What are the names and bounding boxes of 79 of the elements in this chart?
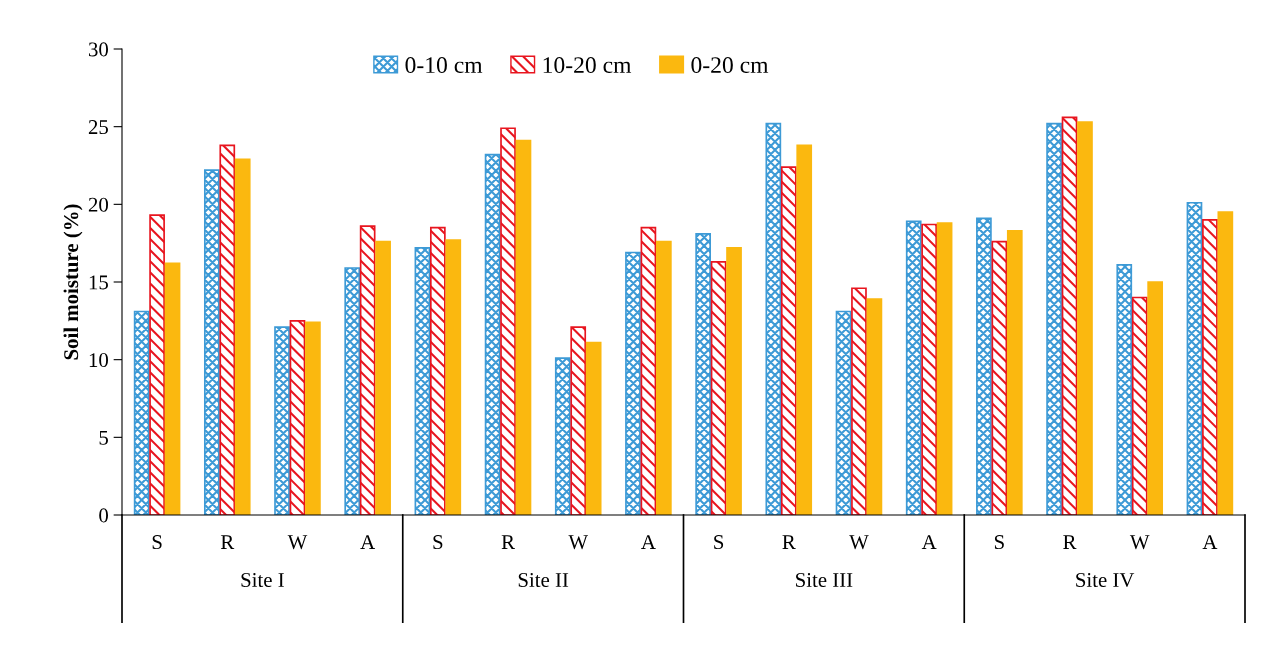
legend-label: 0-10 cm [405, 57, 483, 74]
bar [164, 262, 181, 515]
x-tick-label: A [641, 535, 656, 549]
bar [780, 166, 797, 515]
bar [274, 326, 290, 515]
text: Site I [241, 573, 284, 588]
bar [866, 298, 883, 515]
bar [1116, 264, 1133, 515]
x-tick-label: S [433, 535, 443, 550]
bar [976, 217, 992, 515]
y-tick-label: 20 [88, 197, 109, 212]
x-tick-label: W [1129, 535, 1150, 550]
bar [765, 122, 782, 515]
x-tick-label: R [782, 535, 796, 549]
bar [305, 321, 321, 515]
bar [640, 226, 657, 515]
text: Site III [796, 573, 853, 588]
bar [375, 240, 391, 515]
x-tick-label: A [360, 535, 376, 549]
bar [905, 220, 922, 515]
legend-label: 10-20 cm [543, 57, 632, 74]
bar [429, 226, 446, 515]
bar [133, 310, 150, 515]
y-tick-label: 30 [88, 42, 109, 57]
y-tick-label: 25 [88, 120, 108, 135]
bar [500, 127, 516, 515]
bar [234, 158, 251, 515]
y-tick-label: 15 [89, 275, 108, 290]
bar [149, 214, 165, 515]
bar [359, 225, 376, 515]
bar [851, 287, 867, 515]
bar [1006, 229, 1023, 515]
bar [554, 357, 571, 515]
x-tick-label: R [220, 535, 235, 549]
bar [710, 260, 727, 515]
x-tick-label: A [1202, 535, 1218, 549]
bar [695, 233, 712, 515]
bar [1046, 122, 1062, 515]
text: Site II [518, 573, 569, 588]
bar [991, 240, 1008, 515]
legend-label: 0-20 cm [691, 57, 769, 74]
x-tick-label: S [714, 535, 724, 550]
x-tick-label: A [921, 535, 937, 549]
x-tick-label: W [287, 535, 308, 550]
bar [726, 246, 742, 515]
bar [1077, 121, 1093, 515]
bar [921, 223, 938, 515]
y-axis-title: Soil moisture (%) [63, 204, 83, 360]
bar [655, 240, 672, 515]
y-tick-label: 5 [99, 430, 108, 445]
bar [936, 222, 953, 515]
bar [1186, 201, 1203, 515]
bar [570, 326, 587, 515]
bar [1217, 211, 1234, 515]
bar [1061, 116, 1078, 515]
bar [1147, 281, 1164, 515]
bar [625, 251, 641, 515]
bar [585, 341, 602, 515]
bar [219, 144, 236, 515]
bar [289, 319, 306, 515]
bar [484, 153, 501, 515]
y-tick-label: 0 [99, 508, 109, 523]
bar [835, 310, 852, 515]
x-tick-label: W [849, 535, 869, 550]
x-tick-label: S [994, 535, 1004, 550]
x-tick-label: S [152, 535, 162, 550]
x-tick-label: R [501, 535, 515, 549]
bar [796, 144, 813, 515]
bar [1131, 296, 1148, 515]
bar [445, 239, 462, 515]
y-tick-label: 10 [89, 353, 109, 368]
bar [203, 169, 220, 515]
x-tick-label: R [1063, 535, 1077, 549]
bar [1202, 219, 1218, 515]
bar [414, 246, 431, 515]
x-tick-label: W [568, 535, 589, 550]
bar [515, 139, 532, 515]
text: Site IV [1076, 573, 1135, 588]
bar [344, 267, 361, 515]
